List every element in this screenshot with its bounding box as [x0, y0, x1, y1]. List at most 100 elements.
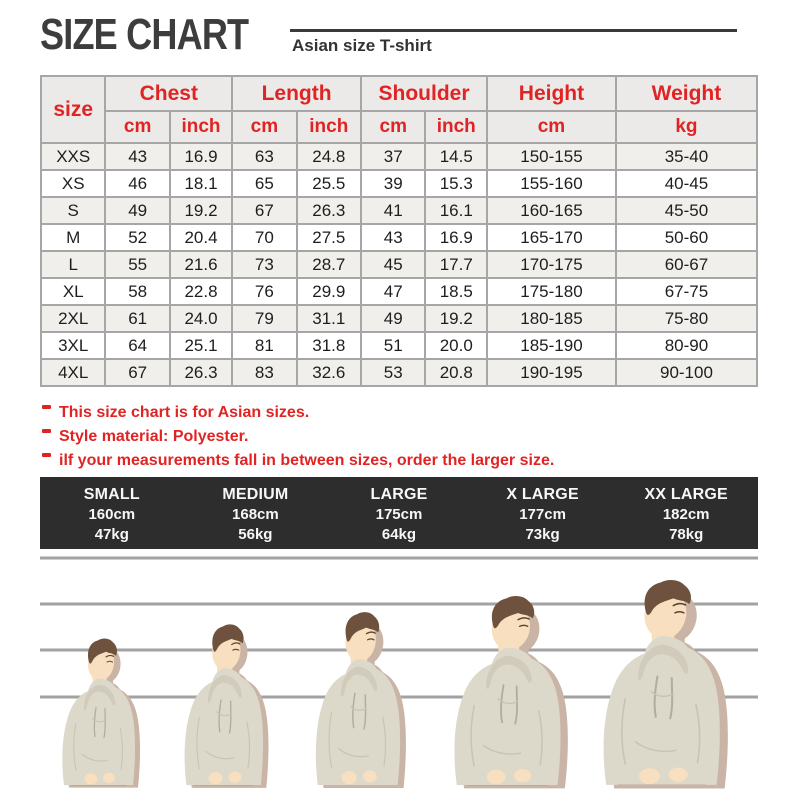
weight-kg-cell: 45-50	[614, 196, 759, 225]
note-text: Style material: Polyester.	[59, 428, 249, 445]
unit-header: inch	[295, 110, 363, 144]
shoulder-inch-cell: 19.2	[424, 304, 489, 333]
height-lineup-illustration	[40, 556, 758, 800]
weight-kg-cell: 90-100	[614, 358, 759, 387]
shoulder-inch-cell: 20.0	[424, 331, 489, 360]
column-group-length: Length	[231, 75, 363, 112]
person-small-illustration	[62, 639, 140, 788]
shoulder-cm-cell: 43	[360, 223, 427, 252]
table-row: 3XL 64 25.1 81 31.8 51 20.0 185-190 80-9…	[39, 331, 759, 360]
page-subtitle: Asian size T-shirt	[292, 36, 432, 55]
table-row: XS 46 18.1 65 25.5 39 15.3 155-160 40-45	[39, 169, 759, 198]
summary-size-name: SMALL	[83, 486, 140, 503]
summary-medium: MEDIUM 168cm 56kg	[184, 477, 328, 549]
note-bullet-icon	[42, 453, 51, 457]
shoulder-cm-cell: 47	[360, 277, 427, 306]
summary-height: 160cm	[88, 506, 136, 523]
note-bullet-icon	[42, 429, 51, 433]
note-item: ilf your measurements fall in between si…	[42, 449, 554, 473]
unit-header: cm	[486, 110, 617, 144]
shoulder-cm-cell: 45	[360, 250, 427, 279]
shoulder-inch-cell: 15.3	[424, 169, 489, 198]
size-table: size Chest Length Shoulder Height Weight…	[39, 75, 759, 387]
table-row: M 52 20.4 70 27.5 43 16.9 165-170 50-60	[39, 223, 759, 252]
height-cm-cell: 175-180	[486, 277, 617, 306]
note-item: This size chart is for Asian sizes.	[42, 401, 554, 425]
size-cell: 4XL	[39, 358, 107, 387]
summary-size-name: MEDIUM	[222, 486, 289, 503]
length-inch-cell: 25.5	[295, 169, 363, 198]
unit-header: kg	[614, 110, 759, 144]
length-cm-cell: 73	[231, 250, 298, 279]
length-inch-cell: 31.8	[295, 331, 363, 360]
height-cm-cell: 150-155	[486, 142, 617, 171]
summary-large: LARGE 175cm 64kg	[327, 477, 471, 549]
notes-list: This size chart is for Asian sizes. Styl…	[42, 401, 554, 473]
summary-height: 177cm	[519, 506, 566, 523]
shoulder-cm-cell: 39	[360, 169, 427, 198]
table-row: L 55 21.6 73 28.7 45 17.7 170-175 60-67	[39, 250, 759, 279]
summary-height: 182cm	[662, 506, 710, 523]
unit-header: cm	[360, 110, 427, 144]
title-rule	[290, 29, 737, 32]
size-cell: 3XL	[39, 331, 107, 360]
column-group-height: Height	[486, 75, 617, 112]
note-text: This size chart is for Asian sizes.	[59, 404, 310, 421]
height-cm-cell: 185-190	[486, 331, 617, 360]
height-cm-cell: 155-160	[486, 169, 617, 198]
chest-cm-cell: 52	[104, 223, 171, 252]
length-cm-cell: 65	[231, 169, 298, 198]
length-inch-cell: 29.9	[295, 277, 363, 306]
note-item: Style material: Polyester.	[42, 425, 554, 449]
size-column-header: size	[39, 75, 107, 144]
unit-header: cm	[104, 110, 171, 144]
shoulder-inch-cell: 17.7	[424, 250, 489, 279]
length-cm-cell: 83	[231, 358, 298, 387]
table-row: XXS 43 16.9 63 24.8 37 14.5 150-155 35-4…	[39, 142, 759, 171]
weight-kg-cell: 60-67	[614, 250, 759, 279]
weight-kg-cell: 35-40	[614, 142, 759, 171]
length-cm-cell: 79	[231, 304, 298, 333]
length-cm-cell: 81	[231, 331, 298, 360]
summary-size-name: X LARGE	[506, 486, 579, 503]
chest-inch-cell: 24.0	[168, 304, 234, 333]
column-group-shoulder: Shoulder	[360, 75, 489, 112]
summary-small: SMALL 160cm 47kg	[40, 477, 184, 549]
weight-kg-cell: 80-90	[614, 331, 759, 360]
person-x-large-illustration	[454, 596, 567, 788]
table-row: XL 58 22.8 76 29.9 47 18.5 175-180 67-75	[39, 277, 759, 306]
height-cm-cell: 160-165	[486, 196, 617, 225]
length-cm-cell: 67	[231, 196, 298, 225]
chest-cm-cell: 46	[104, 169, 171, 198]
size-cell: XL	[39, 277, 107, 306]
length-inch-cell: 26.3	[295, 196, 363, 225]
length-cm-cell: 63	[231, 142, 298, 171]
summary-weight: 78kg	[669, 526, 704, 543]
column-group-chest: Chest	[104, 75, 234, 112]
chest-inch-cell: 19.2	[168, 196, 234, 225]
summary-weight: 73kg	[525, 526, 560, 543]
person-large-illustration	[316, 612, 406, 788]
shoulder-cm-cell: 53	[360, 358, 427, 387]
unit-header: inch	[168, 110, 234, 144]
chest-inch-cell: 25.1	[168, 331, 234, 360]
length-inch-cell: 28.7	[295, 250, 363, 279]
table-row: 4XL 67 26.3 83 32.6 53 20.8 190-195 90-1…	[39, 358, 759, 387]
size-cell: XS	[39, 169, 107, 198]
weight-kg-cell: 40-45	[614, 169, 759, 198]
summary-size-name: LARGE	[370, 486, 428, 503]
length-inch-cell: 31.1	[295, 304, 363, 333]
chest-inch-cell: 21.6	[168, 250, 234, 279]
size-summary-bar: SMALL 160cm 47kg MEDIUM 168cm 56kg LARGE…	[40, 477, 758, 549]
note-text: ilf your measurements fall in between si…	[59, 452, 555, 469]
weight-kg-cell: 67-75	[614, 277, 759, 306]
chest-inch-cell: 26.3	[168, 358, 234, 387]
shoulder-cm-cell: 37	[360, 142, 427, 171]
note-bullet-icon	[42, 405, 51, 409]
length-cm-cell: 70	[231, 223, 298, 252]
size-cell: M	[39, 223, 107, 252]
length-inch-cell: 32.6	[295, 358, 363, 387]
unit-header: cm	[231, 110, 298, 144]
summary-xx-large: XX LARGE 182cm 78kg	[614, 477, 758, 549]
